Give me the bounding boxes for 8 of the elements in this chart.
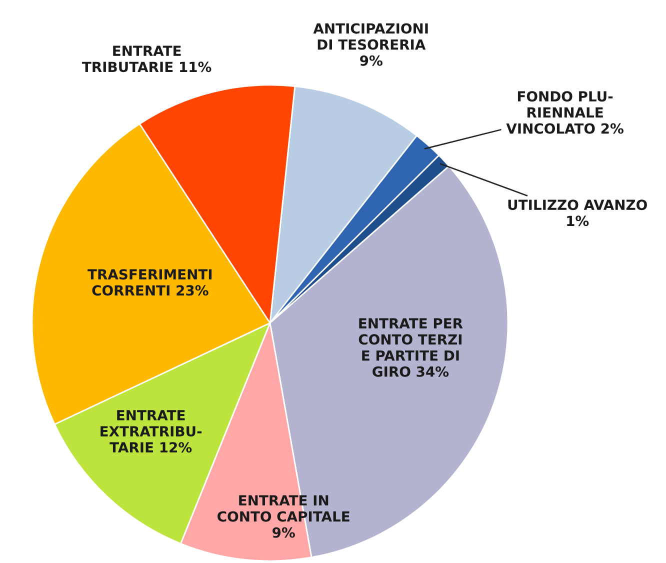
slice-label: FONDO PLU- RIENNALE VINCOLATO 2%	[506, 91, 624, 134]
slice-label: ENTRATE PER CONTO TERZI E PARTITE DI GIRO 34%	[358, 318, 463, 377]
slice-label: TRASFERIMENTI CORRENTI 23%	[88, 269, 212, 296]
slice-label: ANTICIPAZIONI DI TESORERIA 9%	[313, 23, 428, 66]
slice-label: ENTRATE IN CONTO CAPITALE 9%	[218, 495, 350, 538]
slice-label: ENTRATE TRIBUTARIE 11%	[82, 46, 212, 72]
slice-label: ENTRATE EXTRATRIBU- TARIE 12%	[100, 410, 202, 453]
slice-label: UTILIZZO AVANZO 1%	[508, 200, 647, 226]
